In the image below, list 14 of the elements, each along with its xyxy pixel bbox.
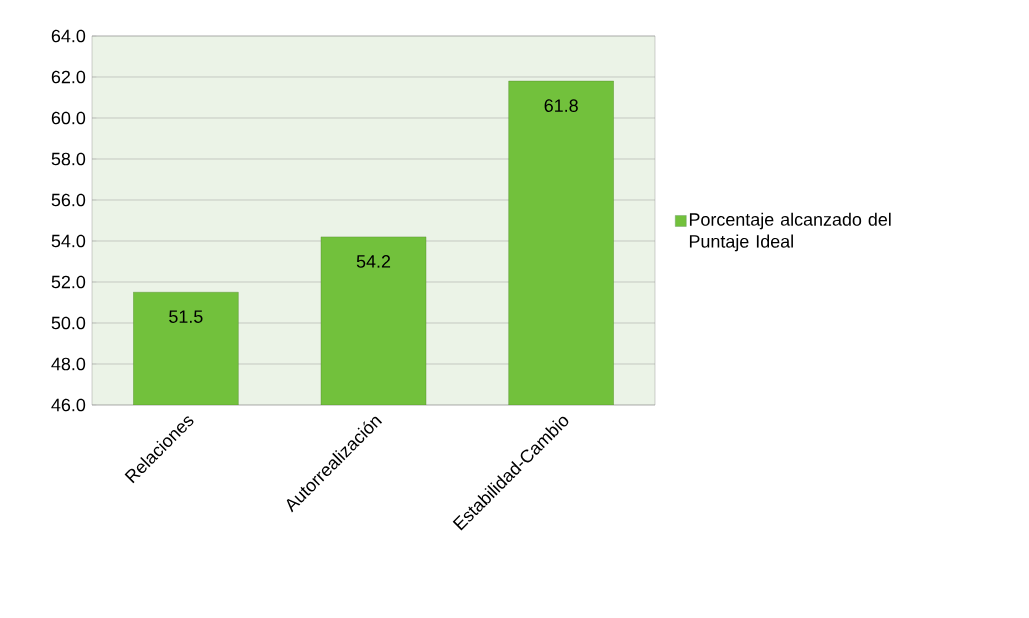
y-tick-label: 46.0 xyxy=(51,398,86,412)
y-tick-label: 52.0 xyxy=(51,275,86,289)
y-tick-label: 58.0 xyxy=(51,152,86,166)
y-tick-label: 56.0 xyxy=(51,193,86,207)
y-tick-label: 60.0 xyxy=(51,111,86,125)
y-tick-label: 48.0 xyxy=(51,357,86,371)
y-tick-label: 54.0 xyxy=(51,234,86,248)
data-label: 54.2 xyxy=(356,255,391,268)
legend-label: Porcentaje alcanzado del Puntaje Ideal xyxy=(689,212,891,252)
y-tick-label: 62.0 xyxy=(51,70,86,84)
data-label: 61.8 xyxy=(544,99,578,112)
data-label: 51.5 xyxy=(169,310,203,323)
y-tick-label: 50.0 xyxy=(51,316,86,330)
y-tick-label: 64.0 xyxy=(51,29,86,43)
